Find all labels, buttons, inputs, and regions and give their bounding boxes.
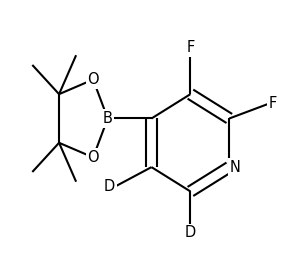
Text: D: D [185,225,196,240]
Text: O: O [87,150,99,165]
Text: N: N [229,160,240,175]
Text: F: F [186,40,195,55]
Text: O: O [87,72,99,87]
Text: F: F [268,96,277,111]
Text: B: B [103,111,113,126]
Text: D: D [104,179,115,194]
